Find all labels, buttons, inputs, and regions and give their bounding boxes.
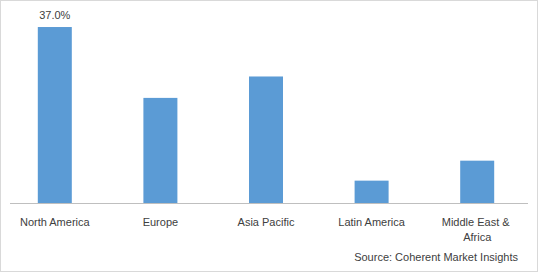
bar [355, 181, 389, 203]
x-tick-label: North America [20, 216, 91, 228]
source-note: Source: Coherent Market Insights [354, 251, 518, 263]
x-tick-label: Europe [143, 216, 178, 228]
bars [38, 27, 494, 203]
x-tick-label: Latin America [338, 216, 406, 228]
bar [249, 76, 283, 203]
bar [460, 161, 494, 203]
x-tick-label: Asia Pacific [238, 216, 295, 228]
bar [38, 27, 72, 203]
chart: North America Europe Asia Pacific Latin Ame… [0, 0, 538, 272]
chart-frame [1, 1, 538, 272]
data-label: 37.0% [39, 9, 70, 21]
bar [143, 98, 177, 203]
x-axis-line [10, 203, 528, 204]
x-tick-label: Middle East & Africa [442, 216, 513, 243]
